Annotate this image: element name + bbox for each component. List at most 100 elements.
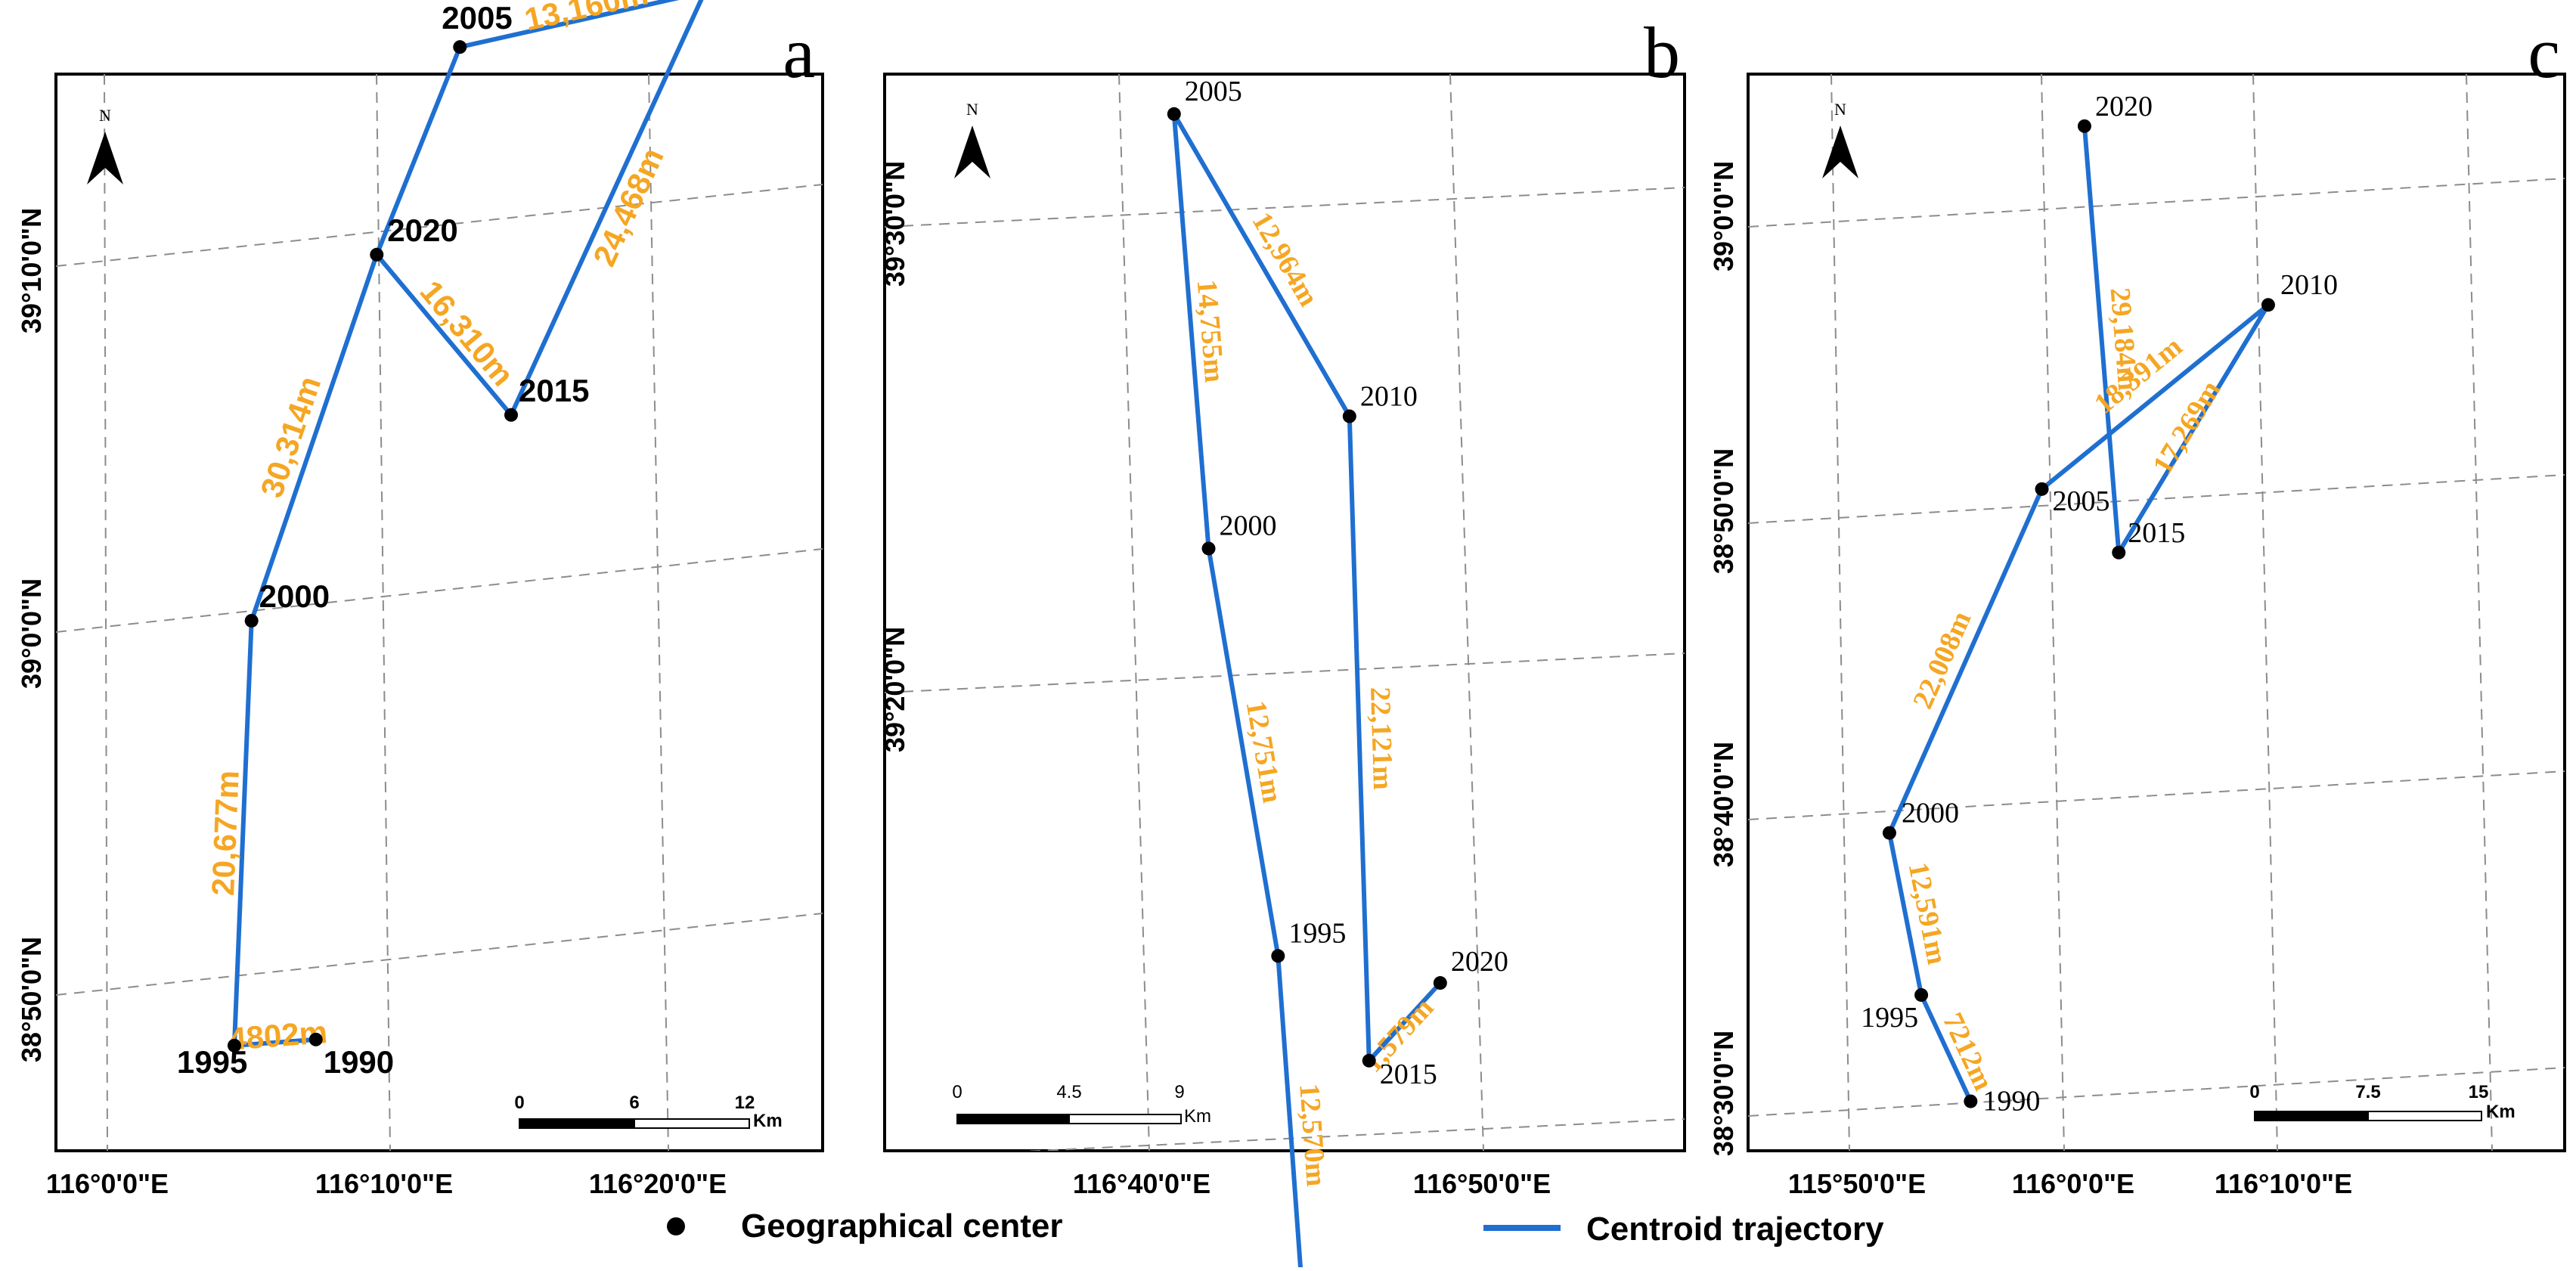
scale-tick-label: 0 <box>2249 1082 2259 1102</box>
grid-line <box>1748 178 2565 228</box>
scale-tick-label: 4.5 <box>1056 1082 1081 1102</box>
year-label: 2020 <box>2095 91 2153 122</box>
lon-label: 116°0'0"E <box>2012 1168 2134 1199</box>
lat-label: 38°50'0"N <box>1708 448 1739 574</box>
geographical-center-dot <box>504 408 519 422</box>
trajectory-segment <box>1919 992 1973 1104</box>
year-label: 2010 <box>2280 269 2338 301</box>
lon-label: 116°10'0"E <box>2215 1168 2352 1199</box>
distance-label: 20,677m <box>205 770 246 897</box>
year-label: 1990 <box>1982 1086 2040 1118</box>
distance-label: 12,570m <box>1293 1083 1332 1188</box>
geographical-center-dot <box>1271 949 1285 963</box>
year-label: 2020 <box>1451 946 1508 978</box>
geographical-center-dot <box>1882 826 1896 840</box>
grid-line <box>2252 74 2278 1151</box>
lat-label: 39°0'0"N <box>16 578 47 689</box>
lon-label: 116°20'0"E <box>589 1168 727 1199</box>
trajectory-segment <box>1366 981 1443 1063</box>
scale-bar-segment <box>2367 1111 2482 1121</box>
north-arrow: N <box>1822 100 1858 178</box>
year-label: 2015 <box>519 373 589 408</box>
panel-frame <box>883 73 1686 1152</box>
trajectory-segment <box>231 618 254 1048</box>
lat-label: 39°0'0"N <box>1708 161 1739 271</box>
north-arrow-icon <box>1822 126 1858 178</box>
trajectory-segment <box>2116 302 2271 555</box>
grid-line <box>1748 1067 2565 1117</box>
trajectory-segment <box>457 0 680 50</box>
grid-line <box>885 187 1685 228</box>
trajectory-segment <box>1171 111 1211 551</box>
trajectory-segment <box>249 252 380 623</box>
geographical-center-dot <box>2035 482 2049 496</box>
year-label: 1990 <box>324 1044 394 1080</box>
grid-line <box>56 913 823 996</box>
grid-line <box>104 74 108 1151</box>
scale-unit: Km <box>1184 1106 1211 1127</box>
legend: Geographical center Centroid trajectory <box>667 1207 1884 1248</box>
scale-bar-segment <box>634 1118 750 1129</box>
geographical-center-dot <box>1167 107 1181 121</box>
lon-label: 116°10'0"E <box>315 1168 453 1199</box>
north-arrow: N <box>954 100 990 178</box>
year-label: 2005 <box>442 0 512 36</box>
year-label: 2010 <box>1360 381 1418 413</box>
grid-line <box>648 74 669 1151</box>
dot-icon <box>667 1217 685 1235</box>
year-label: 1995 <box>1861 1002 1918 1034</box>
year-label: 2000 <box>1902 798 1959 829</box>
graticule <box>885 74 1685 1151</box>
scale-tick-label: 0 <box>952 1082 962 1102</box>
panel-b: b N 12,570m12,751m14,755m12,964m22,121m1… <box>879 12 1686 1271</box>
distance-label: 22,121m <box>1364 687 1399 790</box>
geographical-center-dot <box>1433 976 1447 990</box>
scale-bar-segment <box>519 1118 635 1129</box>
grid-line <box>376 74 391 1151</box>
lat-label: 38°40'0"N <box>1708 742 1739 867</box>
north-label: N <box>99 106 111 125</box>
scale-unit: Km <box>753 1111 783 1131</box>
grid-line <box>56 548 823 633</box>
north-label: N <box>1834 100 1846 119</box>
panel-frame <box>54 73 824 1152</box>
geographical-center-dot <box>453 40 467 54</box>
lon-label: 116°40'0"E <box>1073 1168 1211 1199</box>
year-label: 1995 <box>177 1044 247 1080</box>
trajectory-segment <box>1886 830 1924 997</box>
north-arrow-icon <box>954 126 990 178</box>
geographical-center-dot <box>1914 987 1929 1002</box>
trajectory-segment <box>1276 953 1303 1271</box>
year-label: 2005 <box>1185 76 1242 107</box>
geographical-center-dot <box>1964 1094 1978 1108</box>
geographical-center-dot <box>370 247 384 262</box>
graticule <box>56 74 823 1151</box>
year-label: 2015 <box>1380 1059 1437 1090</box>
scale-tick-label: 9 <box>1174 1082 1184 1102</box>
legend-center-label: Geographical center <box>741 1207 1062 1245</box>
year-label: 2000 <box>259 578 330 614</box>
lat-label: 39°10'0"N <box>16 208 47 333</box>
grid-line <box>1449 74 1484 1151</box>
grid-line <box>1748 770 2565 820</box>
grid-line <box>1118 74 1150 1151</box>
grid-line <box>885 653 1685 693</box>
panel-c: c N 7212m12,591m22,008m18,391m17,269m29,… <box>1708 12 2566 1199</box>
trajectory-segment <box>509 0 704 417</box>
north-label: N <box>966 100 978 119</box>
geographical-center-dot <box>227 1038 241 1052</box>
trajectory-segment <box>374 252 514 417</box>
geographical-center-dot <box>2077 119 2091 133</box>
lat-label: 39°30'0"N <box>879 161 910 287</box>
trajectory-segment <box>374 45 463 257</box>
year-label: 1995 <box>1288 917 1346 949</box>
geographical-center-dot <box>1342 409 1356 423</box>
trajectory-segment <box>2082 123 2122 555</box>
trajectory-segment <box>2039 302 2271 491</box>
geographical-center-dot <box>308 1032 323 1046</box>
grid-line <box>56 184 823 267</box>
lon-label: 116°50'0"E <box>1413 1168 1551 1199</box>
distance-label: 13,160m <box>521 0 651 38</box>
lon-label: 116°0'0"E <box>46 1168 169 1199</box>
